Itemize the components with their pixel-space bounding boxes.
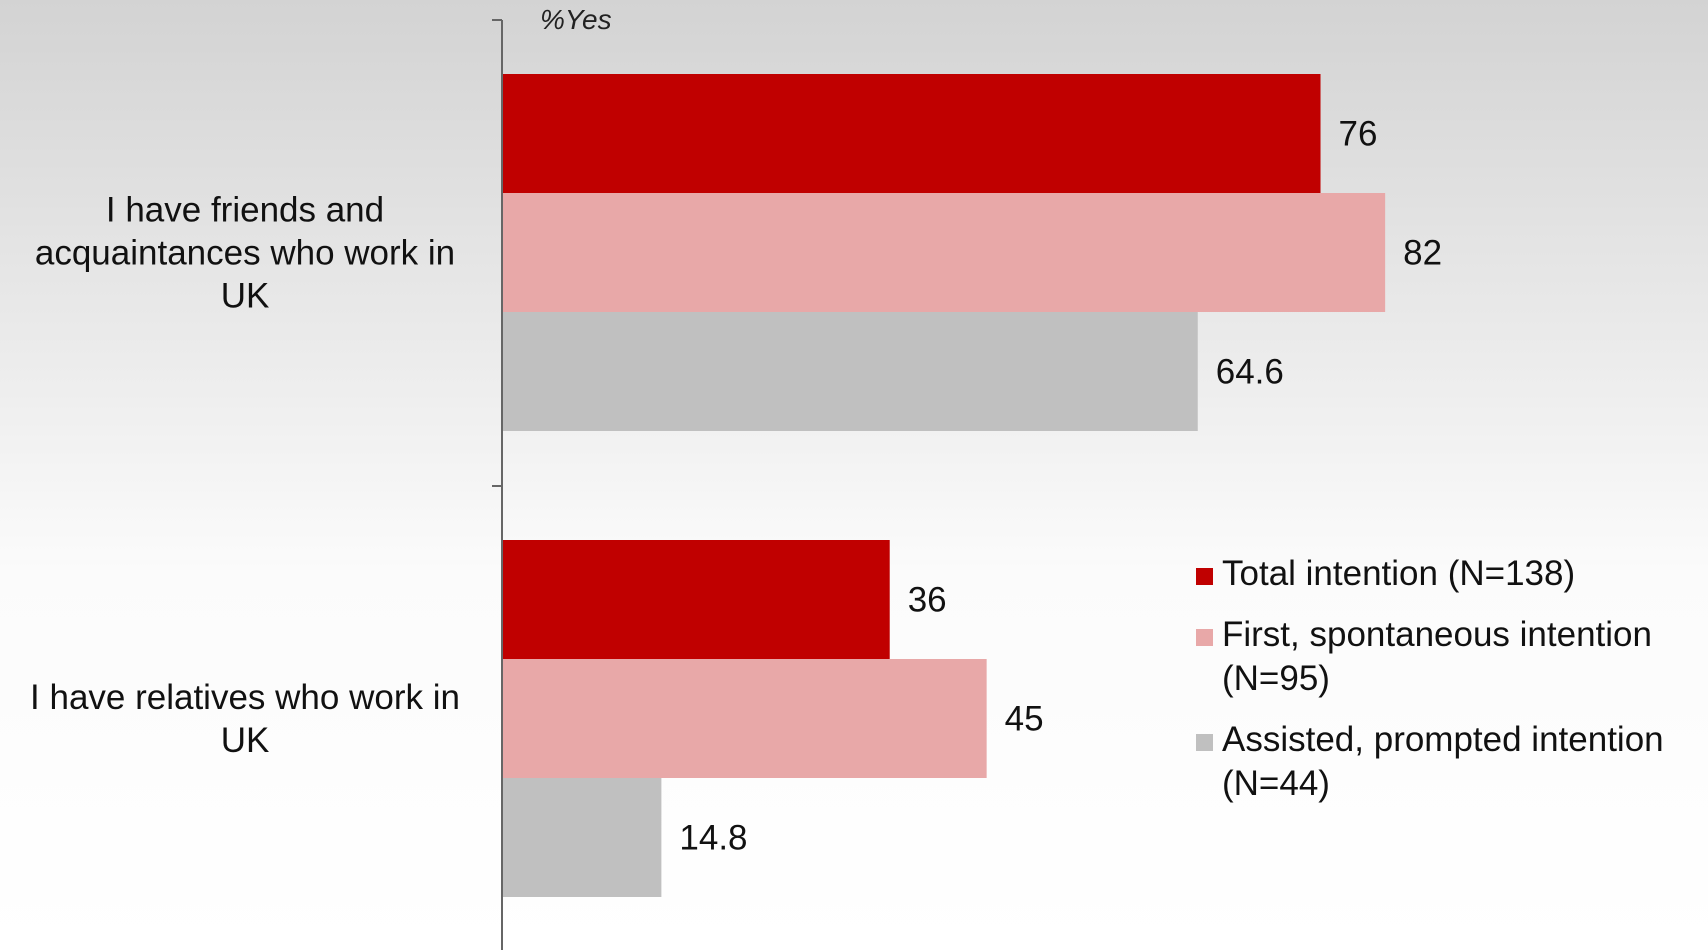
data-label-0-1: 82 — [1403, 234, 1442, 273]
legend-swatch-2 — [1196, 734, 1213, 751]
bar-0-1 — [502, 193, 1386, 312]
bar-0-2 — [502, 312, 1198, 431]
axis-note: %Yes — [540, 4, 612, 35]
data-label-1-1: 45 — [1005, 700, 1044, 739]
data-label-1-0: 36 — [908, 581, 947, 620]
legend-swatch-1 — [1196, 629, 1213, 646]
category-label-0-1: acquaintances who work in — [35, 234, 455, 273]
legend-label-2-1: (N=44) — [1222, 764, 1330, 803]
bar-1-0 — [502, 540, 890, 659]
legend-swatch-0 — [1196, 568, 1213, 585]
category-label-1-0: I have relatives who work in — [30, 678, 460, 717]
legend-item-1: First, spontaneous intention (N=95) — [1196, 613, 1696, 701]
category-label-0-2: UK — [221, 277, 270, 316]
data-label-1-2: 14.8 — [679, 819, 747, 858]
category-label-0-0: I have friends and — [106, 191, 384, 230]
legend: Total intention (N=138) First, spontaneou… — [1196, 552, 1696, 823]
bar-1-1 — [502, 659, 987, 778]
legend-label-2-0: Assisted, prompted intention — [1222, 720, 1664, 759]
data-label-0-2: 64.6 — [1216, 353, 1284, 392]
legend-item-0: Total intention (N=138) — [1196, 552, 1696, 596]
legend-label-0-0: Total intention (N=138) — [1222, 554, 1576, 593]
data-label-0-0: 76 — [1339, 115, 1378, 154]
bar-1-2 — [502, 778, 662, 897]
bar-0-0 — [502, 74, 1321, 193]
legend-label-1-0: First, spontaneous intention — [1222, 615, 1652, 654]
legend-label-1-1: (N=95) — [1222, 659, 1330, 698]
category-label-1-1: UK — [221, 721, 270, 760]
legend-item-2: Assisted, prompted intention (N=44) — [1196, 718, 1696, 806]
